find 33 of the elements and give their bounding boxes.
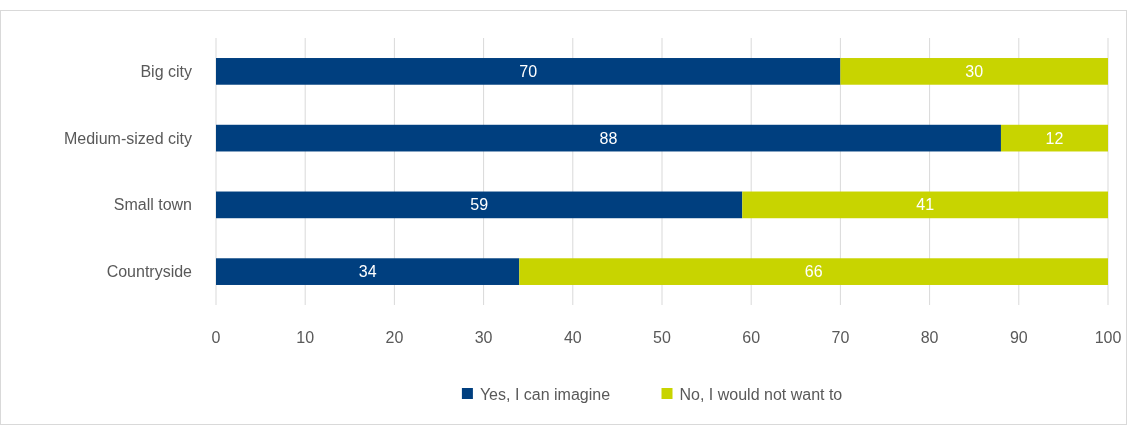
bar <box>840 58 1108 85</box>
y-tick-label: Countryside <box>106 263 193 281</box>
data-label: 59 <box>470 196 489 214</box>
x-tick-label: 0 <box>211 329 221 346</box>
bar <box>1000 124 1108 152</box>
y-tick-label: Small town <box>113 196 192 214</box>
x-tick-label: 10 <box>296 329 315 346</box>
bar <box>216 124 1001 152</box>
data-label: 88 <box>599 129 618 147</box>
data-label: 34 <box>358 263 377 281</box>
legend-label: No, I would not want to <box>679 385 843 403</box>
x-tick-label: 50 <box>653 329 671 346</box>
x-tick-label: 20 <box>385 329 404 346</box>
y-tick-label: Big city <box>140 62 192 80</box>
x-tick-label: 40 <box>563 329 582 346</box>
bar <box>742 191 1108 219</box>
data-label: 12 <box>1045 129 1064 147</box>
data-label: 41 <box>916 196 935 214</box>
data-label: 30 <box>965 62 984 80</box>
bar <box>216 191 743 219</box>
y-tick-label: Medium-sized city <box>63 129 192 147</box>
data-label: 70 <box>519 62 538 80</box>
x-tick-label: 80 <box>920 329 939 346</box>
bar <box>519 258 1108 285</box>
data-label: 66 <box>804 263 823 281</box>
x-tick-label: 70 <box>831 329 850 346</box>
x-tick-label: 90 <box>1009 329 1028 346</box>
bar <box>216 58 841 85</box>
x-tick-label: 100 <box>1094 329 1122 346</box>
bar <box>216 258 520 285</box>
x-tick-label: 30 <box>474 329 493 346</box>
x-tick-label: 60 <box>742 329 761 346</box>
legend-label: Yes, I can imagine <box>479 385 611 403</box>
